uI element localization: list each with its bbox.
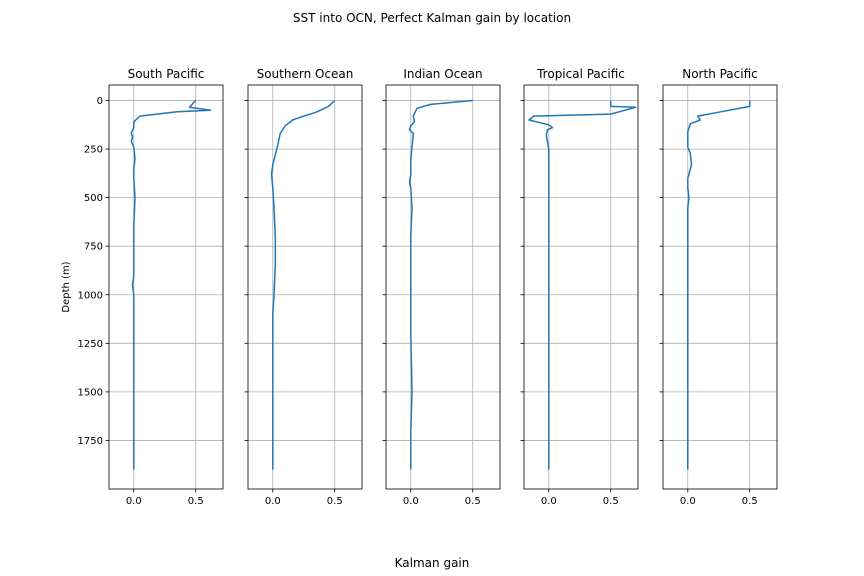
x-tick-label: 0.5 — [188, 496, 204, 507]
x-tick-label: 0.0 — [403, 496, 419, 507]
series-line-indian-ocean — [408, 99, 473, 470]
x-tick-label: 0.5 — [603, 496, 619, 507]
x-tick-label: 0.5 — [327, 496, 343, 507]
y-tick-label: 1250 — [78, 339, 103, 350]
panel-title: Southern Ocean — [257, 67, 354, 81]
y-tick-label: 750 — [84, 242, 103, 253]
panel-tropical-pacific: 0.0 0.5 Tropical Pacific — [520, 67, 639, 507]
y-tick-label: 1000 — [78, 290, 103, 301]
panel-southern-ocean: 0.0 0.5 Southern Ocean — [244, 67, 363, 507]
y-tick-label: 1750 — [78, 436, 103, 447]
panel-frame — [247, 84, 363, 490]
series-line-southern-ocean — [270, 99, 336, 470]
panel-title: Tropical Pacific — [536, 67, 625, 81]
panel-frame — [523, 84, 639, 490]
series-line-south-pacific — [130, 99, 212, 470]
x-axis-label: Kalman gain — [395, 556, 470, 570]
chart-suptitle: SST into OCN, Perfect Kalman gain by loc… — [293, 11, 571, 25]
panel-indian-ocean: 0.0 0.5 Indian Ocean — [382, 67, 501, 507]
x-tick-label: 0.0 — [680, 496, 696, 507]
x-tick-label: 0.5 — [742, 496, 758, 507]
series-line-tropical-pacific — [528, 100, 637, 470]
panel-frame — [108, 84, 224, 490]
panel-title: Indian Ocean — [403, 67, 482, 81]
x-tick-label: 0.0 — [126, 496, 142, 507]
panel-frame — [662, 84, 778, 490]
y-tick-label: 0 — [97, 96, 103, 107]
panel-title: South Pacific — [128, 67, 205, 81]
x-tick-label: 0.5 — [465, 496, 481, 507]
y-tick-label: 500 — [84, 193, 103, 204]
x-tick-label: 0.0 — [541, 496, 557, 507]
panel-title: North Pacific — [682, 67, 758, 81]
panels-group: 0 250 500 750 1000 1250 1500 1750 0.0 0.5 South Pa… — [78, 67, 778, 507]
panel-frame — [385, 84, 501, 490]
panel-north-pacific: 0.0 0.5 North Pacific — [659, 67, 778, 507]
y-tick-label: 1500 — [78, 387, 103, 398]
series-line-north-pacific — [687, 100, 751, 470]
y-tick-label: 250 — [84, 145, 103, 156]
y-axis-label: Depth (m) — [61, 261, 72, 312]
x-tick-label: 0.0 — [265, 496, 281, 507]
panel-south-pacific: 0 250 500 750 1000 1250 1500 1750 0.0 0.5 South Pa… — [78, 67, 224, 507]
